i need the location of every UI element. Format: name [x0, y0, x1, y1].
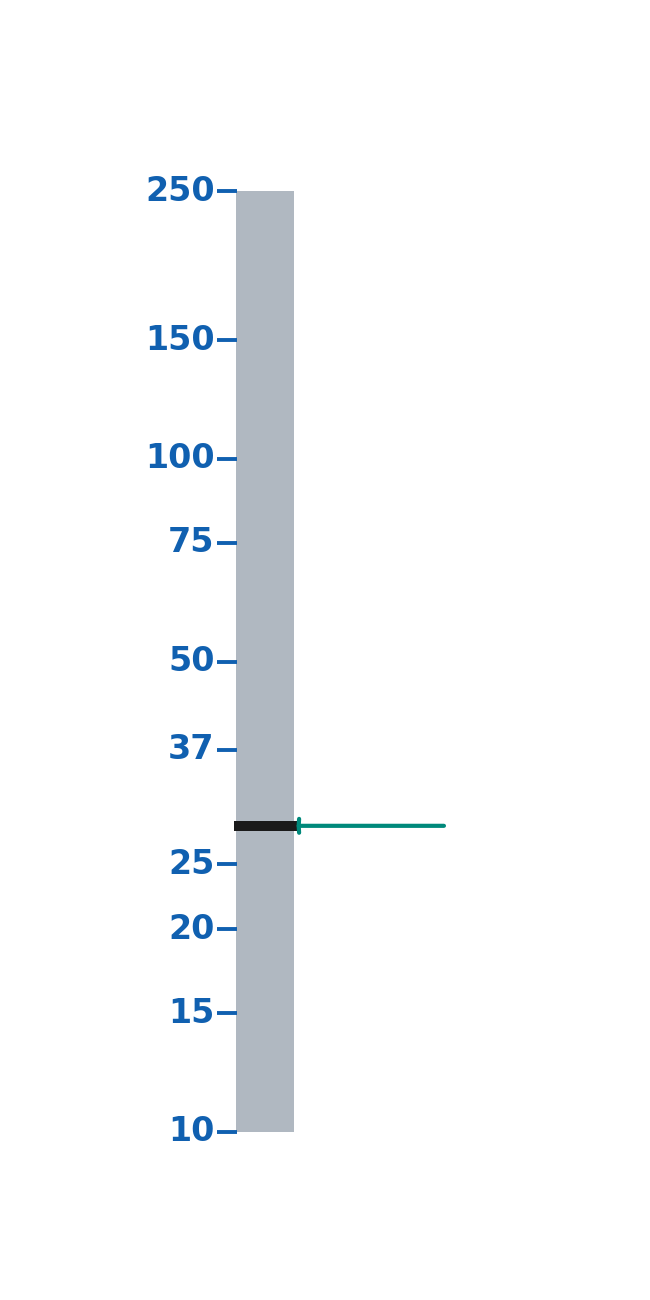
- Text: 100: 100: [145, 442, 214, 476]
- Text: 150: 150: [145, 324, 214, 358]
- Bar: [233, 820, 296, 831]
- Text: 75: 75: [168, 526, 214, 559]
- Bar: [236, 191, 294, 1132]
- Text: 20: 20: [168, 913, 214, 946]
- Text: 15: 15: [168, 997, 214, 1030]
- Text: 250: 250: [145, 174, 214, 208]
- Text: 10: 10: [168, 1115, 214, 1148]
- Text: 37: 37: [168, 733, 214, 766]
- Text: 25: 25: [168, 848, 214, 880]
- Text: 50: 50: [168, 645, 214, 679]
